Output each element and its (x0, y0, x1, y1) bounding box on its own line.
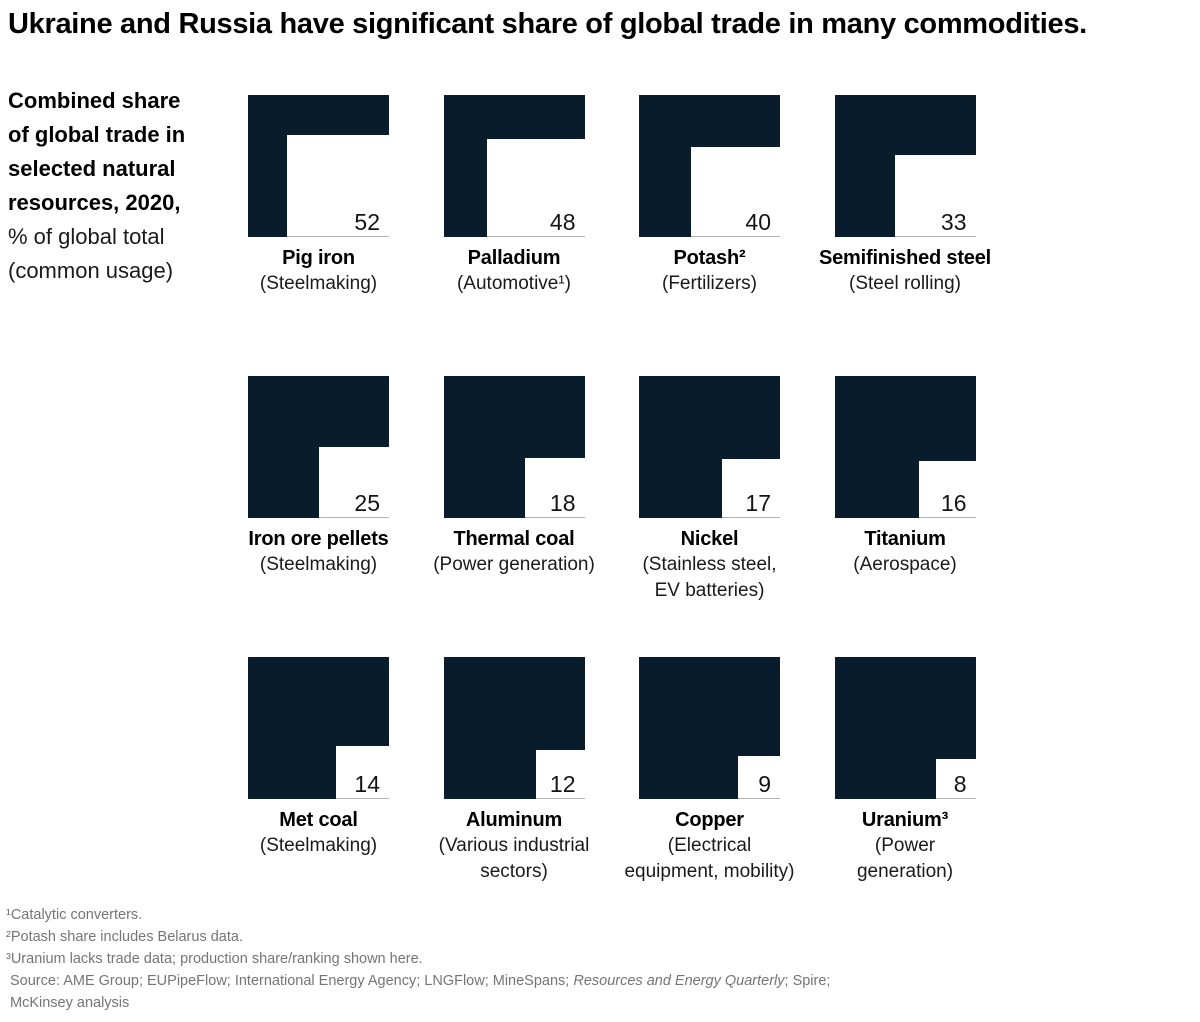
share-cutout: 8 (935, 758, 976, 799)
commodity-cell: 18 Thermal coal (Power generation) (433, 376, 595, 657)
commodity-label: Nickel (Stainless steel, EV batteries) (610, 526, 810, 604)
commodity-usage: (Power generation) (433, 554, 595, 575)
share-value: 48 (549, 209, 576, 235)
commodity-label: Semifinished steel (Steel rolling) (805, 245, 1005, 297)
area-chart-square: 40 (639, 95, 780, 237)
share-value: 9 (758, 771, 771, 797)
area-chart-square: 9 (639, 657, 780, 799)
share-cutout: 25 (318, 447, 389, 518)
area-chart-square: 33 (834, 95, 976, 237)
commodity-label: Aluminum (Various industrial sectors) (414, 807, 614, 885)
share-value: 25 (354, 490, 380, 516)
commodity-label: Met coal (Steelmaking) (219, 807, 419, 859)
share-cutout: 16 (919, 461, 976, 518)
area-chart-square: 18 (443, 376, 585, 518)
share-value: 52 (354, 209, 380, 235)
share-cutout: 33 (894, 155, 976, 237)
area-chart-square: 16 (834, 376, 976, 518)
share-value: 16 (940, 490, 967, 516)
share-value: 8 (953, 771, 967, 797)
commodity-usage: (Automotive¹) (456, 273, 572, 294)
commodity-label: Palladium (Automotive¹) (414, 245, 614, 297)
chart-subtitle-bold: Combined share of global trade in select… (8, 88, 186, 215)
commodity-usage: (Aerospace) (853, 554, 957, 575)
commodity-cell: 33 Semifinished steel (Steel rolling) (819, 95, 991, 376)
commodity-name: Thermal coal (453, 528, 575, 550)
share-value: 18 (549, 490, 576, 516)
area-chart-square: 52 (248, 95, 389, 237)
commodity-label: Pig iron (Steelmaking) (219, 245, 419, 297)
commodity-name: Met coal (279, 809, 358, 831)
commodity-label: Titanium (Aerospace) (805, 526, 1005, 578)
area-chart-square: 14 (248, 657, 389, 799)
share-cutout: 48 (486, 138, 585, 237)
source-italic: Resources and Energy Quarterly (573, 973, 785, 989)
commodity-label: Thermal coal (Power generation) (414, 526, 614, 578)
commodity-cell: 52 Pig iron (Steelmaking) (248, 95, 389, 376)
share-value: 33 (940, 209, 967, 235)
share-value: 40 (745, 209, 771, 235)
source-suffix: ; Spire; (784, 973, 831, 989)
area-chart-square: 25 (248, 376, 389, 518)
commodity-usage: (Electrical equipment, mobility) (624, 835, 795, 882)
commodity-cell: 16 Titanium (Aerospace) (834, 376, 976, 657)
commodity-usage: (Various industrial sectors) (438, 835, 590, 882)
chart-subtitle-unit: % of global total (common usage) (8, 224, 174, 283)
commodity-name: Palladium (467, 247, 561, 269)
commodity-cell: 25 Iron ore pellets (Steelmaking) (248, 376, 389, 657)
commodity-name: Potash² (673, 247, 746, 269)
commodity-usage: (Steel rolling) (849, 273, 961, 294)
share-value: 14 (354, 771, 380, 797)
area-chart-square: 12 (443, 657, 585, 799)
commodity-label: Potash² (Fertilizers) (610, 245, 810, 297)
share-cutout: 9 (737, 756, 780, 799)
commodity-usage: (Steelmaking) (259, 835, 378, 856)
commodity-label: Copper (Electrical equipment, mobility) (610, 807, 810, 885)
commodity-name: Pig iron (282, 247, 355, 269)
share-value: 12 (549, 771, 576, 797)
share-cutout: 12 (535, 749, 585, 799)
commodity-cell: 48 Palladium (Automotive¹) (443, 95, 585, 376)
commodity-name: Nickel (680, 528, 739, 550)
commodity-grid: 52 Pig iron (Steelmaking) 48 Palladium (… (248, 95, 991, 938)
commodity-usage: (Steelmaking) (259, 554, 378, 575)
area-chart-square: 8 (834, 657, 976, 799)
commodity-name: Copper (675, 809, 744, 831)
commodity-usage: (Fertilizers) (662, 273, 757, 294)
share-cutout: 40 (690, 147, 780, 237)
share-cutout: 18 (524, 457, 585, 518)
commodity-name: Iron ore pellets (248, 528, 389, 550)
source-line-2: McKinsey analysis (10, 995, 130, 1011)
source-prefix: Source: AME Group; EUPipeFlow; Internati… (10, 973, 574, 989)
commodity-name: Aluminum (465, 809, 563, 831)
footnote-2: ²Potash share includes Belarus data. (6, 929, 243, 945)
commodity-cell: 40 Potash² (Fertilizers) (639, 95, 780, 376)
page-title: Ukraine and Russia have significant shar… (8, 8, 1087, 40)
commodity-label: Iron ore pellets (Steelmaking) (219, 526, 419, 578)
commodity-cell: 12 Aluminum (Various industrial sectors) (439, 657, 589, 938)
share-value: 17 (745, 490, 771, 516)
share-cutout: 17 (721, 459, 780, 518)
commodity-cell: 17 Nickel (Stainless steel, EV batteries… (639, 376, 780, 657)
commodity-cell: 8 Uranium³ (Power generation) (834, 657, 976, 938)
area-chart-square: 48 (443, 95, 585, 237)
commodity-cell: 14 Met coal (Steelmaking) (248, 657, 389, 938)
footnotes: ¹Catalytic converters. ²Potash share inc… (6, 904, 1106, 1014)
commodity-name: Uranium³ (861, 809, 949, 831)
source-line: Source: AME Group; EUPipeFlow; Internati… (10, 970, 1106, 1014)
commodity-name: Titanium (864, 528, 946, 550)
commodity-name: Semifinished steel (818, 247, 991, 269)
share-cutout: 52 (287, 134, 389, 237)
area-chart-square: 17 (639, 376, 780, 518)
chart-subtitle: Combined share of global trade in select… (8, 84, 244, 288)
commodity-usage: (Power generation) (856, 835, 954, 882)
commodity-usage: (Steelmaking) (259, 273, 378, 294)
footnote-1: ¹Catalytic converters. (6, 907, 143, 923)
commodity-usage: (Stainless steel, EV batteries) (642, 554, 777, 601)
footnote-3: ³Uranium lacks trade data; production sh… (6, 951, 423, 967)
commodity-label: Uranium³ (Power generation) (805, 807, 1005, 885)
commodity-cell: 9 Copper (Electrical equipment, mobility… (624, 657, 795, 938)
share-cutout: 14 (336, 745, 389, 799)
